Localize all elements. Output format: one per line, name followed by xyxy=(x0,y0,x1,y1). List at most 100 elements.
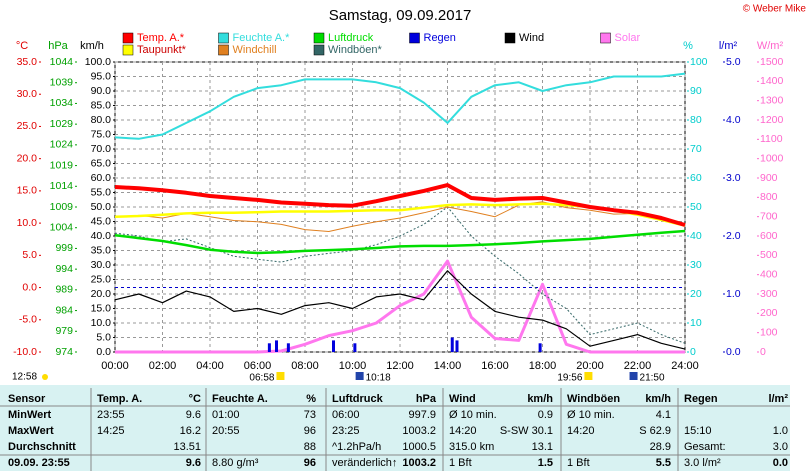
rain-bar xyxy=(286,343,290,352)
table-cell: ^1.2hPa/h xyxy=(332,441,381,453)
y-tick-label: 15.0 xyxy=(17,185,38,197)
series-line xyxy=(114,183,686,227)
rain-bar xyxy=(267,343,271,352)
y-tick-label: 1500 xyxy=(760,56,784,68)
table-cell: 15:10 xyxy=(684,425,712,437)
y-tick-label: 1019 xyxy=(50,159,74,171)
y-tick-label: 994 xyxy=(55,263,73,275)
rain-bar xyxy=(450,337,454,352)
series-line xyxy=(114,206,686,344)
table-cell: veränderlich↑ xyxy=(332,457,397,469)
y-tick-label: 100.0 xyxy=(85,56,111,68)
table-header: Wind xyxy=(449,393,476,405)
x-tick-label: 08:00 xyxy=(291,360,319,372)
y-tick-label: 80.0 xyxy=(91,114,112,126)
table-cell: 4.1 xyxy=(656,409,671,421)
y-tick-label: 4.0 xyxy=(726,114,741,126)
table-header: km/h xyxy=(527,393,553,405)
y-tick-label: 25.0 xyxy=(17,120,38,132)
y-tick-label: 0.0 xyxy=(22,281,37,293)
table-header: km/h xyxy=(645,393,671,405)
table-cell: S 62.9 xyxy=(639,425,671,437)
rain-bar xyxy=(538,343,542,352)
marker-label: 19:56 xyxy=(557,373,582,384)
legend-swatch xyxy=(122,44,134,56)
y-tick-label: 1000 xyxy=(760,152,784,164)
y-tick-label: 100 xyxy=(760,326,778,338)
y-tick-label: 80 xyxy=(690,114,702,126)
table-cell: MinWert xyxy=(8,409,52,421)
y-tick-label: 45.0 xyxy=(91,215,112,227)
axis-unit: hPa xyxy=(48,40,68,52)
legend-label: Feuchte A.* xyxy=(233,32,291,44)
y-tick-label: 75.0 xyxy=(91,128,112,140)
y-tick-label: 35.0 xyxy=(17,56,38,68)
legend-label: Regen xyxy=(424,32,456,44)
marker-icon xyxy=(355,372,364,380)
y-tick-label: 1024 xyxy=(50,139,74,151)
x-tick-label: 22:00 xyxy=(624,360,652,372)
y-tick-label: 1014 xyxy=(50,180,74,192)
table-cell: 96 xyxy=(304,457,316,469)
table-cell: 73 xyxy=(304,409,316,421)
chart-title: Samstag, 09.09.2017 xyxy=(329,7,472,24)
axis-unit: W/m² xyxy=(757,40,784,52)
table-cell: 3.0 xyxy=(773,441,788,453)
y-tick-label: 400 xyxy=(760,268,778,280)
y-tick-label: 1300 xyxy=(760,94,784,106)
x-tick-label: 04:00 xyxy=(196,360,224,372)
table-cell: 1003.2 xyxy=(402,425,436,437)
legend-label: Solar xyxy=(615,32,641,44)
table-header: hPa xyxy=(416,393,437,405)
marker-icon xyxy=(584,372,593,380)
y-tick-label: 700 xyxy=(760,210,778,222)
y-tick-label: -5.0 xyxy=(19,314,37,326)
y-tick-label: 35.0 xyxy=(91,244,112,256)
legend-swatch xyxy=(409,32,420,44)
marker-icon xyxy=(629,372,638,380)
y-tick-label: 20.0 xyxy=(17,152,38,164)
y-tick-label: 70.0 xyxy=(91,143,112,155)
x-tick-label: 02:00 xyxy=(149,360,177,372)
y-tick-label: 15.0 xyxy=(91,302,112,314)
table-cell: 06:00 xyxy=(332,409,360,421)
y-tick-label: -10.0 xyxy=(13,346,37,358)
y-tick-label: 95.0 xyxy=(91,70,112,82)
table-cell: 88 xyxy=(304,441,316,453)
y-tick-label: 30.0 xyxy=(17,88,38,100)
table-cell: 997.9 xyxy=(408,409,436,421)
table-cell: 0.0 xyxy=(773,457,788,469)
y-tick-label: 100 xyxy=(690,56,708,68)
table-cell: 1.0 xyxy=(773,425,788,437)
legend-label: Temp. A.* xyxy=(137,32,185,44)
table-cell: 96 xyxy=(304,425,316,437)
series-line xyxy=(114,229,686,255)
y-tick-label: 3.0 xyxy=(726,172,741,184)
table-cell: 1000.5 xyxy=(402,441,436,453)
rain-bar xyxy=(275,340,278,352)
table-header: Windböen xyxy=(567,393,620,405)
axis-unit: °C xyxy=(16,40,28,52)
y-tick-label: 2.0 xyxy=(726,230,741,242)
table-cell: 13.1 xyxy=(532,441,553,453)
series-line xyxy=(115,259,685,354)
y-tick-label: 25.0 xyxy=(91,273,112,285)
y-tick-label: 30.0 xyxy=(91,259,112,271)
table-cell: 1.5 xyxy=(538,457,553,469)
axis-unit: l/m² xyxy=(719,40,738,52)
table-cell: Durchschnitt xyxy=(8,441,76,453)
x-tick-label: 10:00 xyxy=(339,360,367,372)
marker-label: 06:58 xyxy=(249,373,274,384)
table-cell: 28.9 xyxy=(650,441,671,453)
table-cell: 16.2 xyxy=(180,425,201,437)
table-cell: 8.80 g/m³ xyxy=(212,457,259,469)
table-cell: 9.6 xyxy=(186,457,201,469)
y-tick-label: 0 xyxy=(690,346,696,358)
y-tick-label: 50 xyxy=(690,201,702,213)
table-cell: 0.9 xyxy=(538,409,553,421)
y-tick-label: 1400 xyxy=(760,75,784,87)
table-cell: Ø 10 min. xyxy=(449,409,497,421)
table-cell: 09.09. 23:55 xyxy=(8,457,70,469)
series-line xyxy=(114,72,686,140)
y-tick-label: 10.0 xyxy=(91,317,112,329)
